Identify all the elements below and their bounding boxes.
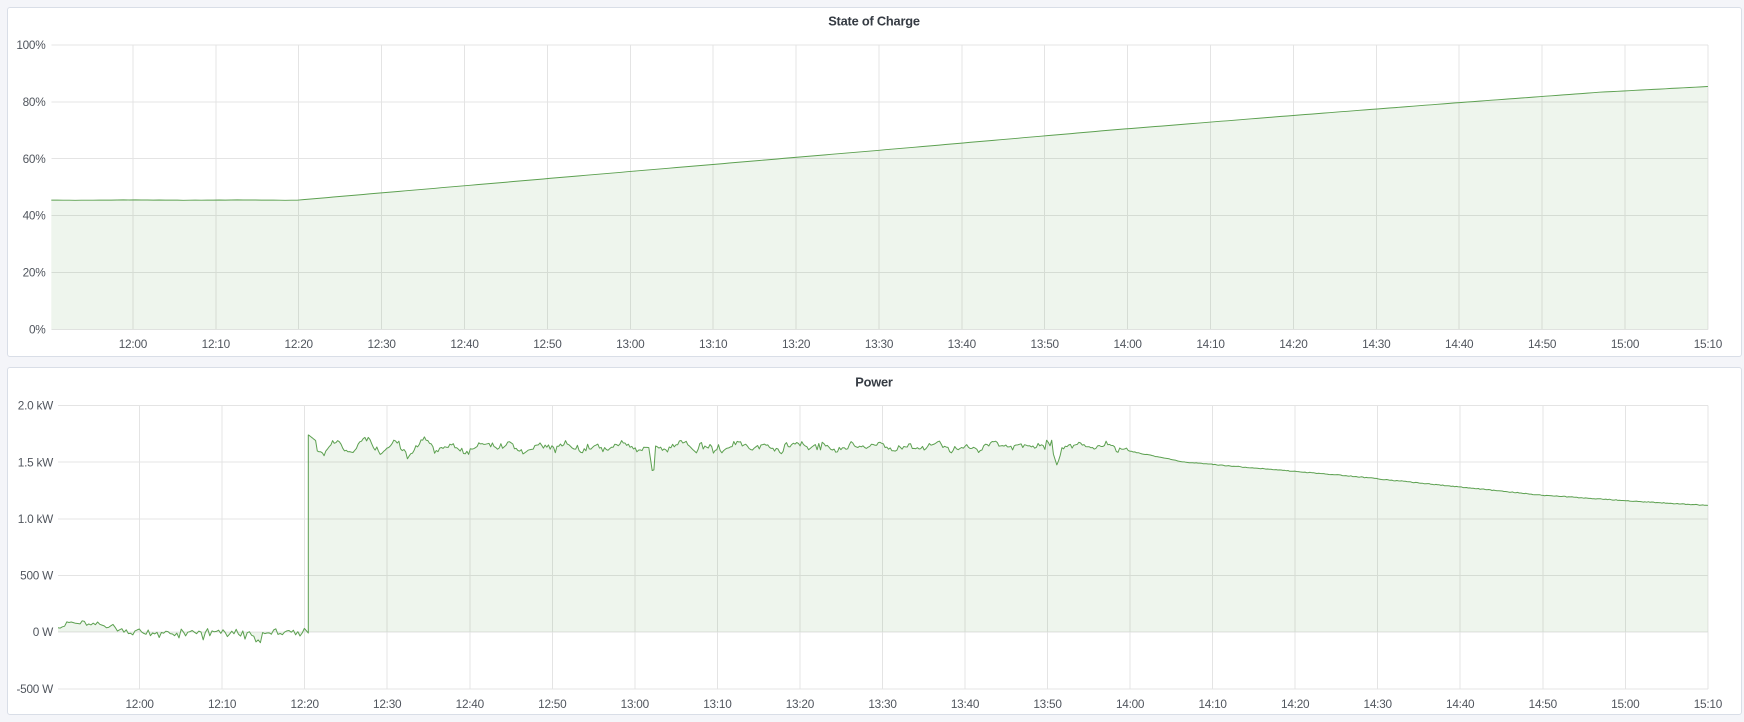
svg-text:Power: Power xyxy=(855,375,893,390)
svg-text:60%: 60% xyxy=(23,152,47,166)
svg-text:13:00: 13:00 xyxy=(621,697,650,711)
svg-text:14:10: 14:10 xyxy=(1196,337,1225,351)
svg-text:15:10: 15:10 xyxy=(1694,337,1723,351)
svg-text:12:30: 12:30 xyxy=(373,697,402,711)
svg-text:12:20: 12:20 xyxy=(291,697,320,711)
svg-text:13:30: 13:30 xyxy=(868,697,897,711)
svg-text:13:40: 13:40 xyxy=(948,337,977,351)
svg-text:13:40: 13:40 xyxy=(951,697,980,711)
svg-text:14:40: 14:40 xyxy=(1445,337,1474,351)
svg-text:15:00: 15:00 xyxy=(1611,337,1640,351)
svg-text:1.5 kW: 1.5 kW xyxy=(18,455,54,469)
svg-text:12:10: 12:10 xyxy=(202,337,231,351)
svg-text:12:10: 12:10 xyxy=(208,697,237,711)
svg-text:13:00: 13:00 xyxy=(616,337,645,351)
svg-text:15:00: 15:00 xyxy=(1611,697,1640,711)
svg-text:13:50: 13:50 xyxy=(1033,697,1062,711)
svg-text:0%: 0% xyxy=(29,322,46,336)
svg-text:14:00: 14:00 xyxy=(1113,337,1142,351)
svg-text:13:50: 13:50 xyxy=(1031,337,1060,351)
svg-text:15:10: 15:10 xyxy=(1694,697,1723,711)
svg-text:0 W: 0 W xyxy=(33,625,54,639)
svg-text:12:20: 12:20 xyxy=(285,337,314,351)
svg-text:80%: 80% xyxy=(23,95,47,109)
svg-text:14:50: 14:50 xyxy=(1528,337,1557,351)
svg-text:14:20: 14:20 xyxy=(1279,337,1308,351)
svg-text:13:20: 13:20 xyxy=(782,337,811,351)
svg-text:12:00: 12:00 xyxy=(119,337,148,351)
svg-text:12:00: 12:00 xyxy=(125,697,154,711)
svg-text:12:50: 12:50 xyxy=(538,697,567,711)
svg-text:14:40: 14:40 xyxy=(1446,697,1475,711)
svg-text:14:20: 14:20 xyxy=(1281,697,1310,711)
svg-text:14:10: 14:10 xyxy=(1198,697,1227,711)
svg-text:13:20: 13:20 xyxy=(786,697,815,711)
svg-text:12:40: 12:40 xyxy=(456,697,485,711)
svg-text:500 W: 500 W xyxy=(20,569,54,583)
svg-text:20%: 20% xyxy=(23,266,47,280)
svg-text:14:30: 14:30 xyxy=(1364,697,1393,711)
svg-text:2.0 kW: 2.0 kW xyxy=(18,399,54,413)
svg-text:100%: 100% xyxy=(16,38,46,52)
svg-text:14:50: 14:50 xyxy=(1529,697,1558,711)
svg-text:13:10: 13:10 xyxy=(703,697,732,711)
svg-text:13:10: 13:10 xyxy=(699,337,728,351)
svg-text:14:30: 14:30 xyxy=(1362,337,1391,351)
svg-text:State of Charge: State of Charge xyxy=(828,14,920,29)
svg-text:-500 W: -500 W xyxy=(16,682,54,696)
svg-text:40%: 40% xyxy=(23,209,47,223)
svg-text:12:50: 12:50 xyxy=(533,337,562,351)
svg-text:13:30: 13:30 xyxy=(865,337,894,351)
svg-text:1.0 kW: 1.0 kW xyxy=(18,512,54,526)
svg-text:12:40: 12:40 xyxy=(450,337,479,351)
svg-text:12:30: 12:30 xyxy=(367,337,396,351)
svg-text:14:00: 14:00 xyxy=(1116,697,1145,711)
